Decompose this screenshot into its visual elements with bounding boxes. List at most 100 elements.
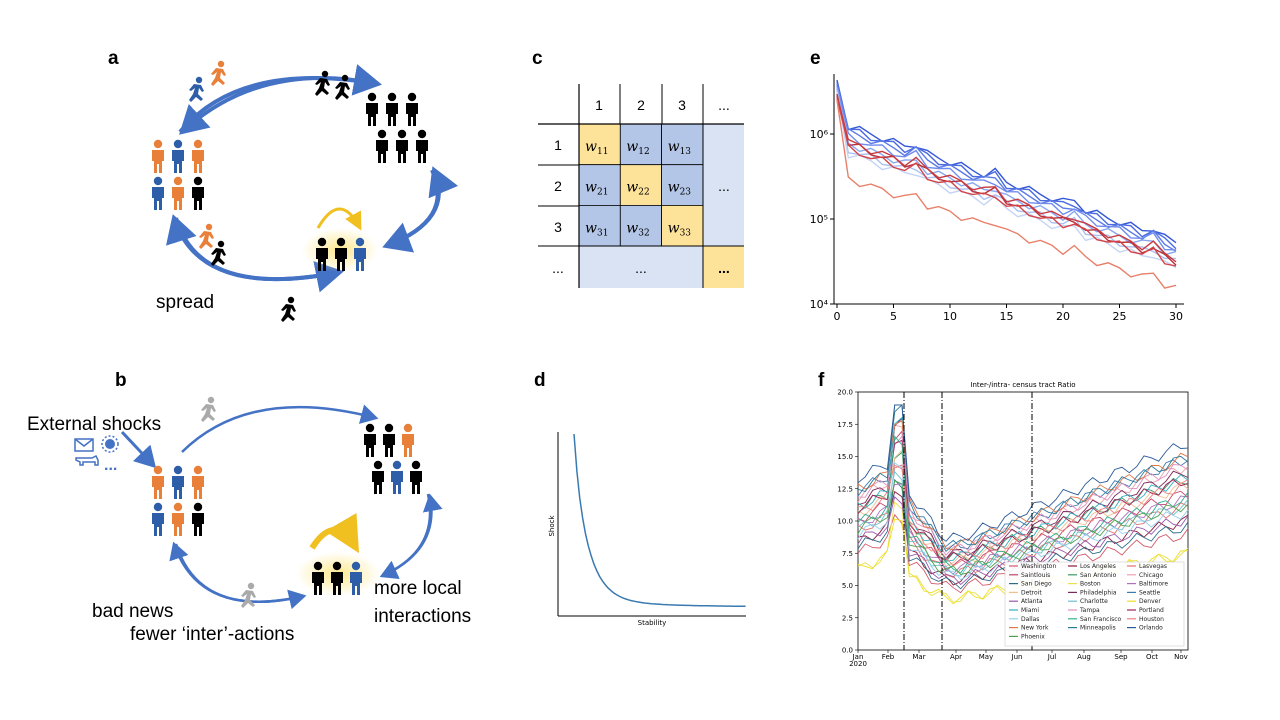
f-legend-label: Saintlouis <box>1021 572 1050 579</box>
arrow-inter-right-down <box>379 493 432 579</box>
bad-news-label: bad news <box>92 601 173 622</box>
panel-b-diagram: External shocks ... bad news fewer ‘inte… <box>27 396 471 645</box>
f-series-line <box>857 464 1189 567</box>
f-legend-label: Detroit <box>1021 589 1042 596</box>
f-legend-label: Baltimore <box>1139 581 1168 588</box>
f-legend-label: San Diego <box>1021 581 1052 588</box>
f-series-line <box>857 490 1189 586</box>
f-x-tick: Apr <box>950 653 962 661</box>
e-series-line <box>836 91 1177 269</box>
e-y-tick: 10⁶ <box>810 128 829 141</box>
f-legend-label: Tampa <box>1079 607 1100 614</box>
e-y-tick: 10⁵ <box>810 213 828 226</box>
f-legend-label: Portland <box>1139 607 1164 614</box>
panel-label-d: d <box>534 370 546 391</box>
f-series-line <box>857 419 1189 551</box>
f-legend-label: Minneapolis <box>1080 625 1116 632</box>
f-series-line <box>857 480 1189 575</box>
panel-d-plot: Stability Shock <box>548 432 746 627</box>
e-series-line <box>836 95 1177 263</box>
more-shocks-ellipsis: ... <box>104 457 117 474</box>
interactions-label: interactions <box>374 606 471 627</box>
f-legend: Washington Los Angeles Lasvegas Saintlouis S… <box>1009 563 1168 640</box>
bear-icon <box>75 454 99 466</box>
runner-icon <box>315 70 330 96</box>
f-y-tick: 2.5 <box>842 614 853 622</box>
d-xlabel: Stability <box>638 619 667 627</box>
runner-icon <box>281 296 296 322</box>
f-legend-label: Chicago <box>1139 572 1163 579</box>
f-y-tick: 15.0 <box>837 453 853 461</box>
f-y-tick: 10.0 <box>837 518 853 526</box>
f-legend-label: San Antonio <box>1080 572 1117 579</box>
f-legend-label: Phoenix <box>1021 633 1045 640</box>
arrow-inter-bottom-right <box>174 543 307 610</box>
f-legend-label: Philadelphia <box>1080 589 1117 596</box>
group-mixed-b <box>152 465 204 536</box>
col-header: ... <box>718 97 730 113</box>
matrix-corner-cell <box>703 246 744 288</box>
f-x-tick: Jun <box>1011 653 1023 661</box>
panel-label-a: a <box>108 48 119 69</box>
matrix-cell <box>661 204 704 247</box>
matrix-cell <box>619 204 662 247</box>
e-x-tick: 10 <box>943 310 957 323</box>
panel-label-b: b <box>115 370 127 391</box>
f-x-tick: May <box>979 653 993 661</box>
f-title: Inter-/intra- census tract Ratio <box>970 381 1075 389</box>
matrix-cell <box>578 164 621 206</box>
f-year-label: 2020 <box>849 660 867 668</box>
col-header: 1 <box>595 97 603 113</box>
f-x-tick: Sep <box>1114 653 1128 661</box>
matrix-bottom-band <box>579 246 703 288</box>
f-x-tick: Aug <box>1077 653 1091 661</box>
e-series-line <box>836 97 1177 267</box>
matrix-ellipsis: ... <box>635 260 647 276</box>
row-header: 3 <box>554 219 562 235</box>
local-arrow-strong <box>309 513 360 554</box>
arrow-inter-right-up <box>381 493 443 578</box>
f-y-tick: 0.0 <box>842 647 853 655</box>
f-series-line <box>857 470 1189 577</box>
e-x-tick: 15 <box>1000 310 1014 323</box>
panel-label-f: f <box>818 370 825 391</box>
runner-icon <box>211 240 226 266</box>
col-header: 2 <box>637 97 645 113</box>
f-legend-label: Washington <box>1021 563 1056 570</box>
spread-label: spread <box>156 292 214 313</box>
f-series-line <box>857 435 1189 574</box>
f-legend-label: Los Angeles <box>1080 563 1116 570</box>
runner-icon <box>199 223 214 249</box>
row-header: 1 <box>554 137 562 153</box>
f-legend-label: Houston <box>1139 616 1164 623</box>
f-x-tick: Nov <box>1174 653 1188 661</box>
arrow-bottom-left <box>166 214 341 282</box>
panel-e-plot: 0 5 10 15 20 25 30 10⁶ 10⁵ 10⁴ <box>810 74 1184 323</box>
group-black-a <box>366 92 428 163</box>
e-x-tick: 5 <box>890 310 897 323</box>
f-y-tick: 17.5 <box>837 421 853 429</box>
runner-icon <box>201 396 216 422</box>
f-y-tick: 20.0 <box>837 389 853 397</box>
shock-arrow <box>120 430 157 469</box>
f-series-line <box>857 424 1189 554</box>
e-x-tick: 0 <box>834 310 841 323</box>
f-legend-label: Atlanta <box>1021 598 1043 605</box>
group-black-b <box>364 423 422 494</box>
arrow-top-left <box>179 76 379 135</box>
arrow-inter-top <box>181 404 379 453</box>
f-series-line <box>857 435 1189 556</box>
matrix-ellipsis: ... <box>718 260 730 276</box>
f-series-line <box>857 404 1189 542</box>
f-x-tick: Oct <box>1146 653 1158 661</box>
f-x-tick: Jul <box>1047 653 1057 661</box>
panel-label-e: e <box>810 48 821 69</box>
group-mixed-a <box>152 139 204 210</box>
f-y-tick: 7.5 <box>842 550 853 558</box>
f-x-tick: Feb <box>882 653 895 661</box>
panel-a-diagram: spread <box>152 60 459 322</box>
f-legend-box <box>1004 561 1185 647</box>
f-legend-label: Denver <box>1139 598 1161 605</box>
e-x-tick: 20 <box>1056 310 1070 323</box>
